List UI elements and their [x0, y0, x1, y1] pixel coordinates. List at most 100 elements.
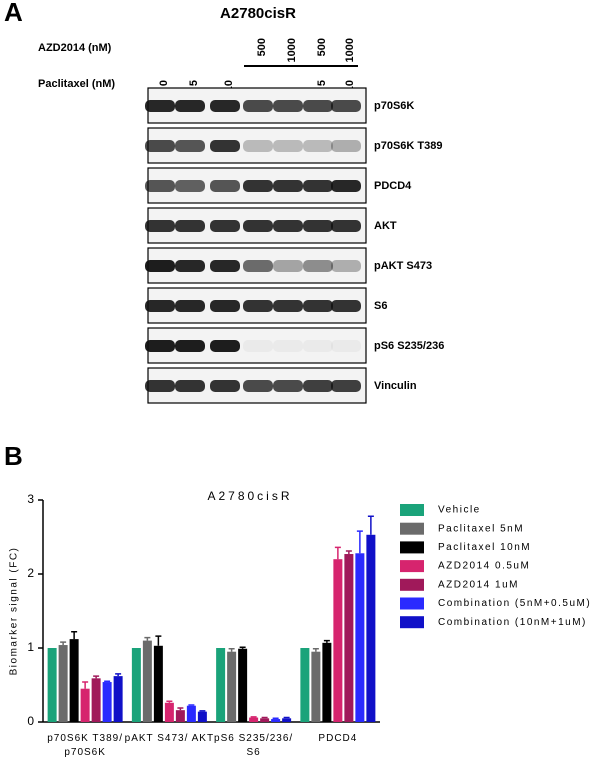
blot-band [210, 380, 240, 392]
bar [102, 682, 112, 722]
y-tick-label: 0 [27, 714, 34, 728]
protein-label: AKT [374, 220, 397, 232]
lane-label: 1000 [344, 38, 356, 62]
blot-band [175, 100, 205, 112]
blot-band [303, 220, 333, 232]
x-tick-label: pS6 S235/236/ S6 [214, 733, 294, 758]
error-bar [334, 546, 341, 560]
bar [153, 645, 163, 722]
lane-label: 5 [188, 80, 200, 86]
blot-band [175, 140, 205, 152]
blot-band [175, 340, 205, 352]
blot-band [145, 220, 175, 232]
error-bar [228, 647, 235, 652]
legend-swatch [400, 541, 424, 554]
blot-band [303, 100, 333, 112]
protein-label: p70S6K T389 [374, 140, 442, 152]
legend-swatch [400, 560, 424, 573]
blot-band [243, 220, 273, 232]
error-bar [93, 675, 100, 679]
bar [238, 648, 248, 722]
protein-label: Vinculin [374, 380, 417, 392]
lane-label: 5 [316, 80, 328, 86]
legend-swatch [400, 597, 424, 610]
y-axis-label: Biomarker signal (FC) [9, 547, 20, 676]
error-bar [188, 704, 195, 706]
blot-band [145, 140, 175, 152]
legend-label: Vehicle [438, 505, 481, 516]
chart-title: A2780cisR [207, 489, 292, 503]
blot-band [273, 260, 303, 272]
blot-band [175, 300, 205, 312]
legend-swatch [400, 616, 424, 629]
bar [113, 676, 123, 722]
blot-band [273, 380, 303, 392]
blot-band [331, 340, 361, 352]
blot-band [210, 140, 240, 152]
bar [300, 648, 310, 722]
error-bar [283, 716, 290, 719]
legend-swatch [400, 504, 424, 516]
bar [227, 651, 237, 722]
bar [282, 718, 292, 722]
legend-label: AZD2014 1uM [438, 579, 519, 590]
blot-band [243, 380, 273, 392]
legend-label: Combination (10nM+1uM) [438, 617, 587, 628]
x-tick-label: p70S6K T389/ p70S6K [47, 733, 123, 758]
lane-label: 500 [256, 38, 268, 56]
blot-band [210, 260, 240, 272]
bar [344, 554, 354, 722]
error-bar [144, 636, 151, 641]
bar [260, 718, 270, 722]
row-label: AZD2014 (nM) [38, 42, 112, 54]
blot-band [303, 140, 333, 152]
blot-band [210, 300, 240, 312]
blot-band [210, 180, 240, 192]
legend-label: Paclitaxel 10nM [438, 542, 531, 553]
error-bar [323, 639, 330, 643]
error-bar [177, 707, 184, 711]
error-bar [356, 530, 363, 554]
blot-band [273, 300, 303, 312]
bar [322, 642, 332, 722]
panel-label: A [4, 0, 23, 27]
blot-band [243, 340, 273, 352]
bar [58, 645, 68, 722]
protein-label: PDCD4 [374, 180, 412, 192]
blot-band [303, 300, 333, 312]
legend-label: Paclitaxel 5nM [438, 523, 524, 534]
blot-band [331, 380, 361, 392]
bar [80, 688, 90, 722]
blot-band [175, 380, 205, 392]
bar [164, 702, 174, 722]
blot-band [210, 220, 240, 232]
blot-band [243, 140, 273, 152]
legend-swatch [400, 578, 424, 591]
blot-band [145, 300, 175, 312]
bar [333, 559, 343, 722]
blot-title: A2780cisR [220, 5, 296, 22]
blot-band [273, 140, 303, 152]
lane-label: 1000 [286, 38, 298, 62]
error-bar [312, 647, 319, 652]
lane-label: 500 [316, 38, 328, 56]
y-tick-label: 1 [27, 640, 34, 654]
error-bar [82, 681, 89, 689]
error-bar [115, 673, 122, 677]
error-bar [166, 700, 173, 703]
blot-band [145, 180, 175, 192]
blot-band [331, 260, 361, 272]
blot-band [331, 140, 361, 152]
bar [249, 717, 259, 722]
error-bar [155, 635, 162, 646]
bar [69, 639, 79, 722]
bar [216, 648, 226, 722]
protein-label: p70S6K [374, 100, 414, 112]
blot-band [210, 100, 240, 112]
y-tick-label: 2 [27, 566, 34, 580]
blot-band [303, 260, 333, 272]
x-tick-label: PDCD4 [318, 733, 358, 744]
error-bar [71, 630, 78, 640]
legend-swatch [400, 522, 424, 535]
